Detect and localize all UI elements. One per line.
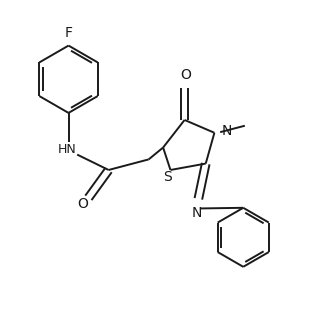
Text: O: O	[181, 68, 192, 82]
Text: N: N	[222, 124, 232, 138]
Text: O: O	[77, 197, 88, 211]
Text: N: N	[192, 206, 202, 220]
Text: F: F	[65, 26, 73, 40]
Text: S: S	[163, 170, 172, 184]
Text: HN: HN	[57, 143, 76, 156]
